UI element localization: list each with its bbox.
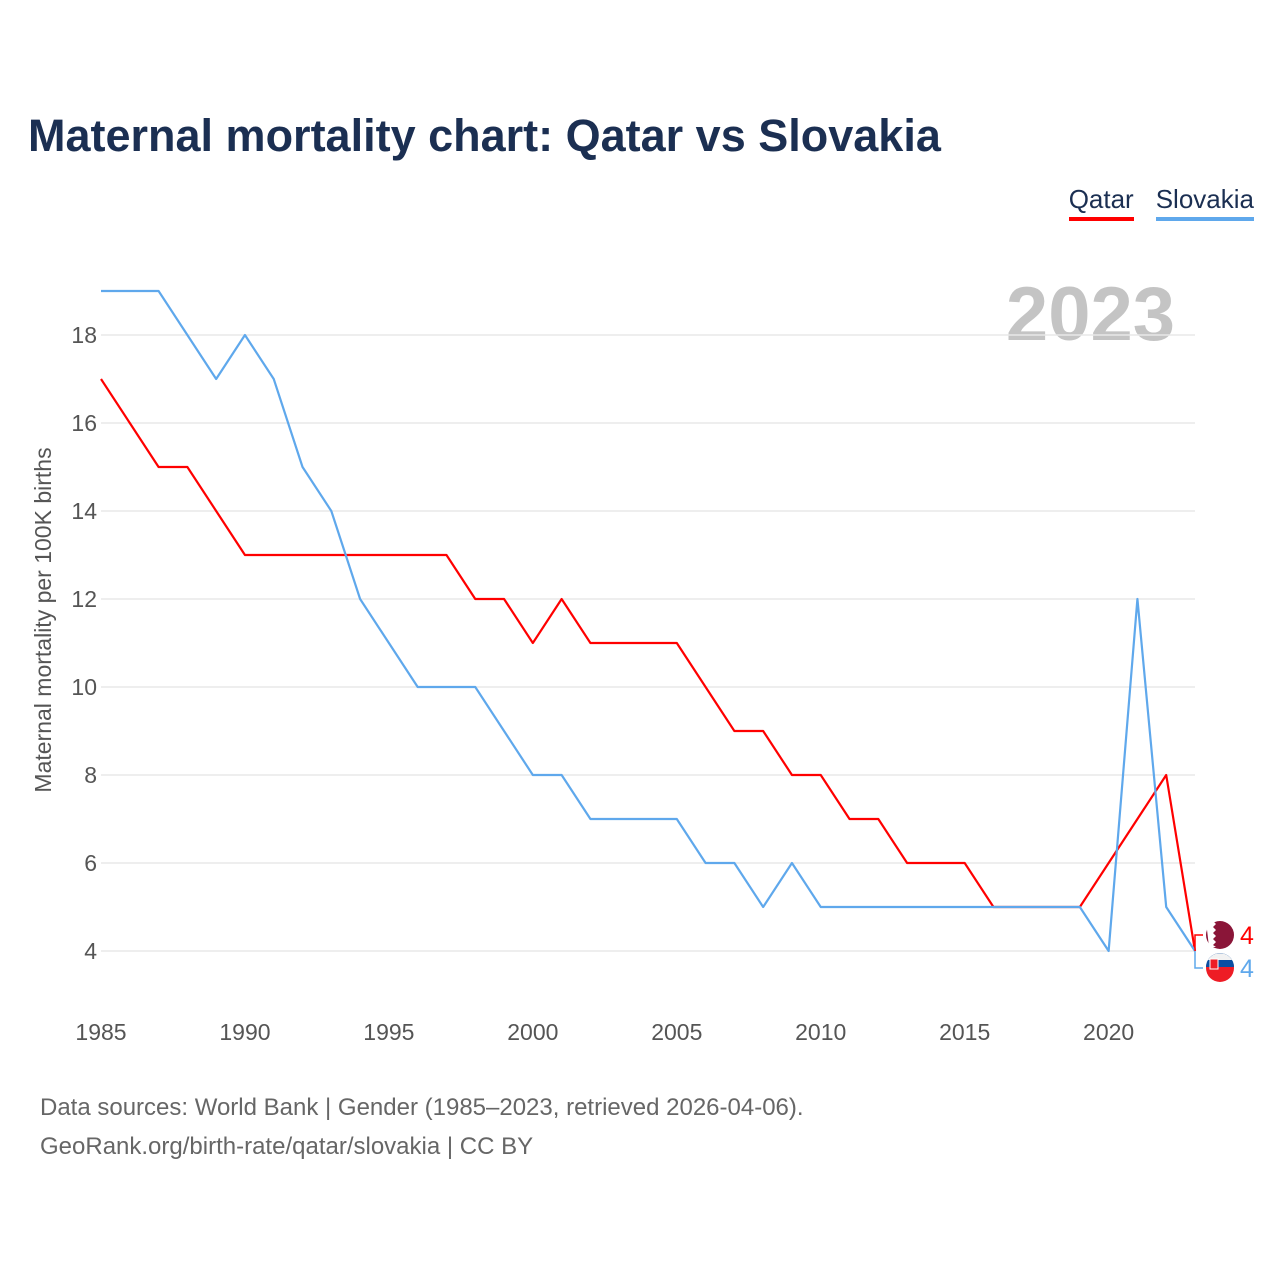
- y-tick-label: 6: [84, 850, 97, 876]
- slovakia-flag-white: [1208, 953, 1232, 960]
- legend-item-slovakia[interactable]: Slovakia: [1155, 184, 1254, 221]
- x-tick-label: 1995: [363, 1019, 414, 1045]
- source-line-1: Data sources: World Bank | Gender (1985–…: [40, 1094, 804, 1121]
- y-tick-label: 10: [71, 674, 97, 700]
- x-tick-label: 1990: [219, 1019, 270, 1045]
- y-tick-label: 18: [71, 322, 97, 348]
- qatar-flag-serration: [1206, 921, 1216, 947]
- x-tick-label: 2020: [1083, 1019, 1134, 1045]
- y-tick-label: 14: [71, 498, 97, 524]
- x-tick-label: 2010: [795, 1019, 846, 1045]
- end-value-label-qatar: 4: [1240, 922, 1254, 950]
- series-line-slovakia: [101, 289, 1196, 953]
- connector-qatar: [1194, 934, 1203, 951]
- y-axis-label: Maternal mortality per 100K births: [30, 447, 56, 792]
- x-tick-label: 2005: [651, 1019, 702, 1045]
- series-line-qatar: [100, 378, 1197, 952]
- x-tick-label: 2015: [939, 1019, 990, 1045]
- chart-title: Maternal mortality chart: Qatar vs Slova…: [28, 110, 941, 161]
- legend-item-qatar[interactable]: Qatar: [1068, 184, 1134, 221]
- year-watermark: 2023: [1006, 272, 1175, 357]
- end-value-label-slovakia: 4: [1240, 955, 1254, 983]
- source-note: Data sources: World Bank | Gender (1985–…: [40, 1088, 804, 1166]
- y-tick-label: 8: [84, 762, 97, 788]
- source-line-2: GeoRank.org/birth-rate/qatar/slovakia | …: [40, 1133, 534, 1160]
- y-tick-label: 12: [71, 586, 97, 612]
- x-tick-label: 2000: [507, 1019, 558, 1045]
- x-tick-label: 1985: [75, 1019, 126, 1045]
- connector-slovakia: [1194, 951, 1203, 969]
- y-tick-label: 4: [84, 938, 97, 964]
- slovakia-coat-of-arms: [1209, 958, 1219, 970]
- legend: Qatar Slovakia: [1068, 184, 1254, 221]
- y-tick-label: 16: [71, 410, 97, 436]
